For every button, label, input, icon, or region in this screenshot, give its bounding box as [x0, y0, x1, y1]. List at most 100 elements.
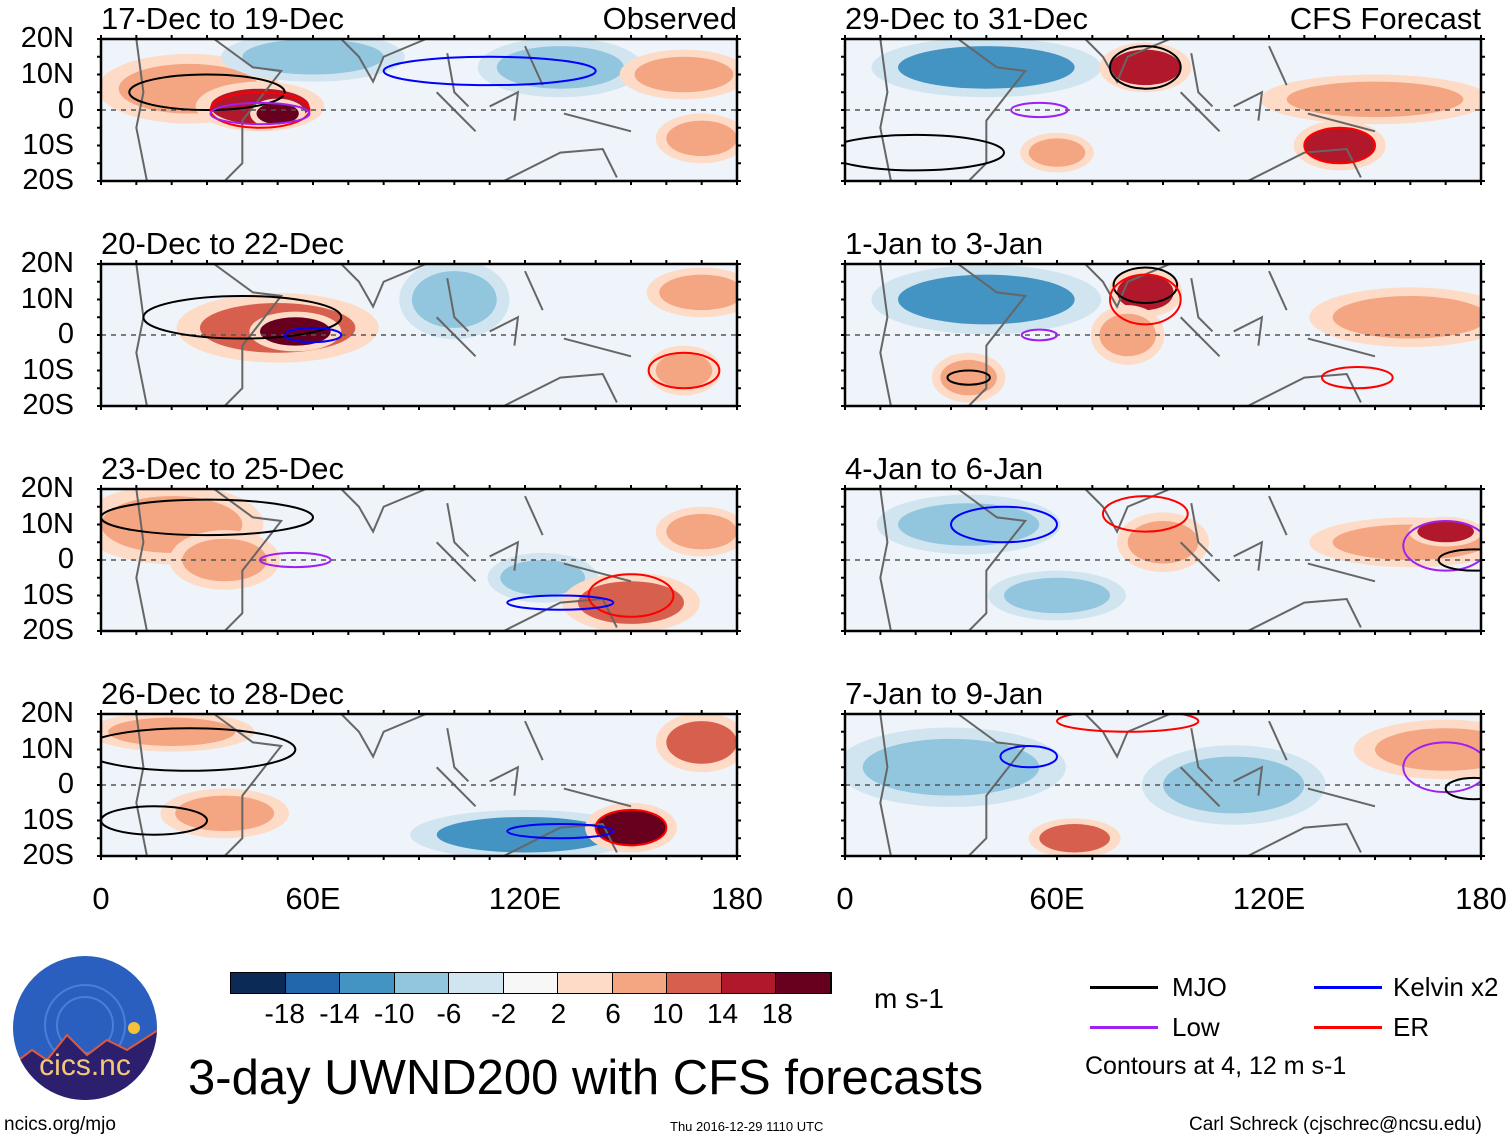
colorbar-label: 18 [761, 998, 793, 1029]
legend-line-mjo [1090, 986, 1158, 989]
colorbar-swatch [231, 973, 286, 993]
wind-anomaly-shade [595, 809, 667, 846]
wind-anomaly-shade [1332, 295, 1481, 339]
coastline [879, 489, 1376, 631]
forecast-label: CFS Forecast [1289, 1, 1481, 36]
colorbar-swatch [667, 973, 722, 993]
colorbar-label: 10 [652, 998, 684, 1029]
panel-title: 26-Dec to 28-Dec [101, 676, 344, 711]
filtered-contour [1020, 328, 1058, 342]
filtered-contour [209, 91, 311, 129]
map-panel [841, 260, 1485, 410]
lat-tick-label: 0 [57, 543, 74, 575]
lon-tick-label: 0 [92, 881, 110, 916]
wind-anomaly-shade [862, 738, 1040, 796]
wind-anomaly-shade [1417, 520, 1474, 543]
wind-anomaly-shade [1028, 138, 1086, 167]
map-panel [841, 35, 1485, 185]
filtered-contour [1056, 714, 1200, 733]
colorbar-swatch [503, 973, 559, 993]
filtered-contour [999, 744, 1059, 769]
filtered-contour [1402, 741, 1481, 794]
panel-title: 20-Dec to 22-Dec [101, 226, 344, 261]
map-panel [97, 35, 741, 185]
colorbar-swatch [285, 973, 341, 993]
lat-tick-label: 20S [22, 614, 74, 646]
lon-tick-label: 120E [1232, 881, 1306, 916]
lon-tick-label: 180 [1455, 881, 1507, 916]
coastline [135, 264, 632, 406]
colorbar-units: m s-1 [874, 983, 944, 1014]
lat-tick-label: 10N [20, 57, 74, 90]
filtered-contour [1320, 365, 1394, 390]
wind-anomaly-shade [940, 359, 997, 396]
legend-line-low [1090, 1026, 1158, 1029]
footer-author: Carl Schreck (cjschrec@ncsu.edu) [1189, 1114, 1482, 1135]
wind-anomaly-shade [1375, 728, 1481, 771]
map-panel [841, 710, 1485, 860]
coastline [135, 489, 632, 631]
cics-logo: cics.nc [13, 956, 157, 1100]
filtered-contour [647, 351, 721, 390]
wind-anomaly-shade [898, 503, 1040, 546]
lon-tick-label: 180 [711, 881, 763, 916]
colorbar-label: 14 [706, 998, 739, 1029]
wind-anomaly-shade [256, 102, 299, 125]
filtered-contour [946, 369, 991, 386]
panel-title: 7-Jan to 9-Jan [845, 676, 1044, 711]
coastline [135, 714, 632, 856]
wind-anomaly-shade [898, 46, 1075, 89]
filtered-contour [101, 805, 208, 836]
filtered-contour [101, 498, 314, 537]
lat-tick-label: 0 [57, 768, 74, 800]
filtered-contour [1402, 519, 1481, 572]
lat-tick-label: 20N [20, 22, 74, 54]
filtered-contour [259, 551, 332, 569]
colorbar-label: -18 [264, 998, 305, 1029]
lat-tick-label: 20S [22, 839, 74, 871]
wind-anomaly-shade [666, 120, 737, 157]
legend-er: ER [1393, 1012, 1430, 1042]
colorbar-swatch [776, 973, 832, 993]
colorbar-swatch [340, 973, 395, 993]
coastline [879, 264, 1376, 406]
legend-line-kelvin [1314, 986, 1382, 989]
filtered-contour [142, 294, 343, 340]
wind-anomaly-shade [436, 816, 614, 853]
lat-tick-label: 10S [22, 578, 74, 611]
colorbar-label: 2 [550, 998, 567, 1029]
observed-label: Observed [602, 1, 737, 36]
logo-text: cics.nc [39, 1049, 131, 1082]
wind-anomaly-shade [1039, 824, 1110, 853]
colorbar-swatch [558, 973, 613, 993]
colorbar-label: 6 [605, 998, 621, 1029]
filtered-contour [128, 73, 286, 111]
colorbar-label: -14 [319, 998, 360, 1029]
lat-tick-label: 10N [20, 507, 74, 540]
panel-title: 29-Dec to 31-Dec [845, 1, 1088, 36]
panel-title: 23-Dec to 25-Dec [101, 451, 344, 486]
lat-tick-label: 20S [22, 389, 74, 421]
wind-anomaly-shade [260, 317, 331, 346]
filtered-contour [1109, 45, 1182, 90]
filtered-contour [845, 133, 1005, 172]
lon-tick-label: 0 [836, 881, 854, 916]
wind-anomaly-shade [634, 56, 734, 93]
wind-anomaly-shade [500, 560, 586, 596]
filtered-contour [950, 505, 1058, 544]
filtered-contour [101, 727, 297, 772]
wind-anomaly-shade [175, 795, 275, 832]
filtered-contour [1101, 495, 1189, 533]
colorbar-swatch [612, 973, 668, 993]
wind-anomaly-shade [411, 271, 497, 328]
legend-kelvin: Kelvin x2 [1393, 972, 1499, 1002]
wind-anomaly-shade [1110, 49, 1181, 86]
wind-anomaly-shade [1004, 577, 1110, 614]
colorbar-swatch [394, 973, 450, 993]
filtered-contour [382, 55, 597, 87]
lon-tick-label: 60E [1029, 881, 1085, 916]
lon-tick-label: 120E [488, 881, 562, 916]
lat-tick-label: 20N [20, 247, 74, 279]
wind-anomaly-shade [242, 39, 384, 75]
